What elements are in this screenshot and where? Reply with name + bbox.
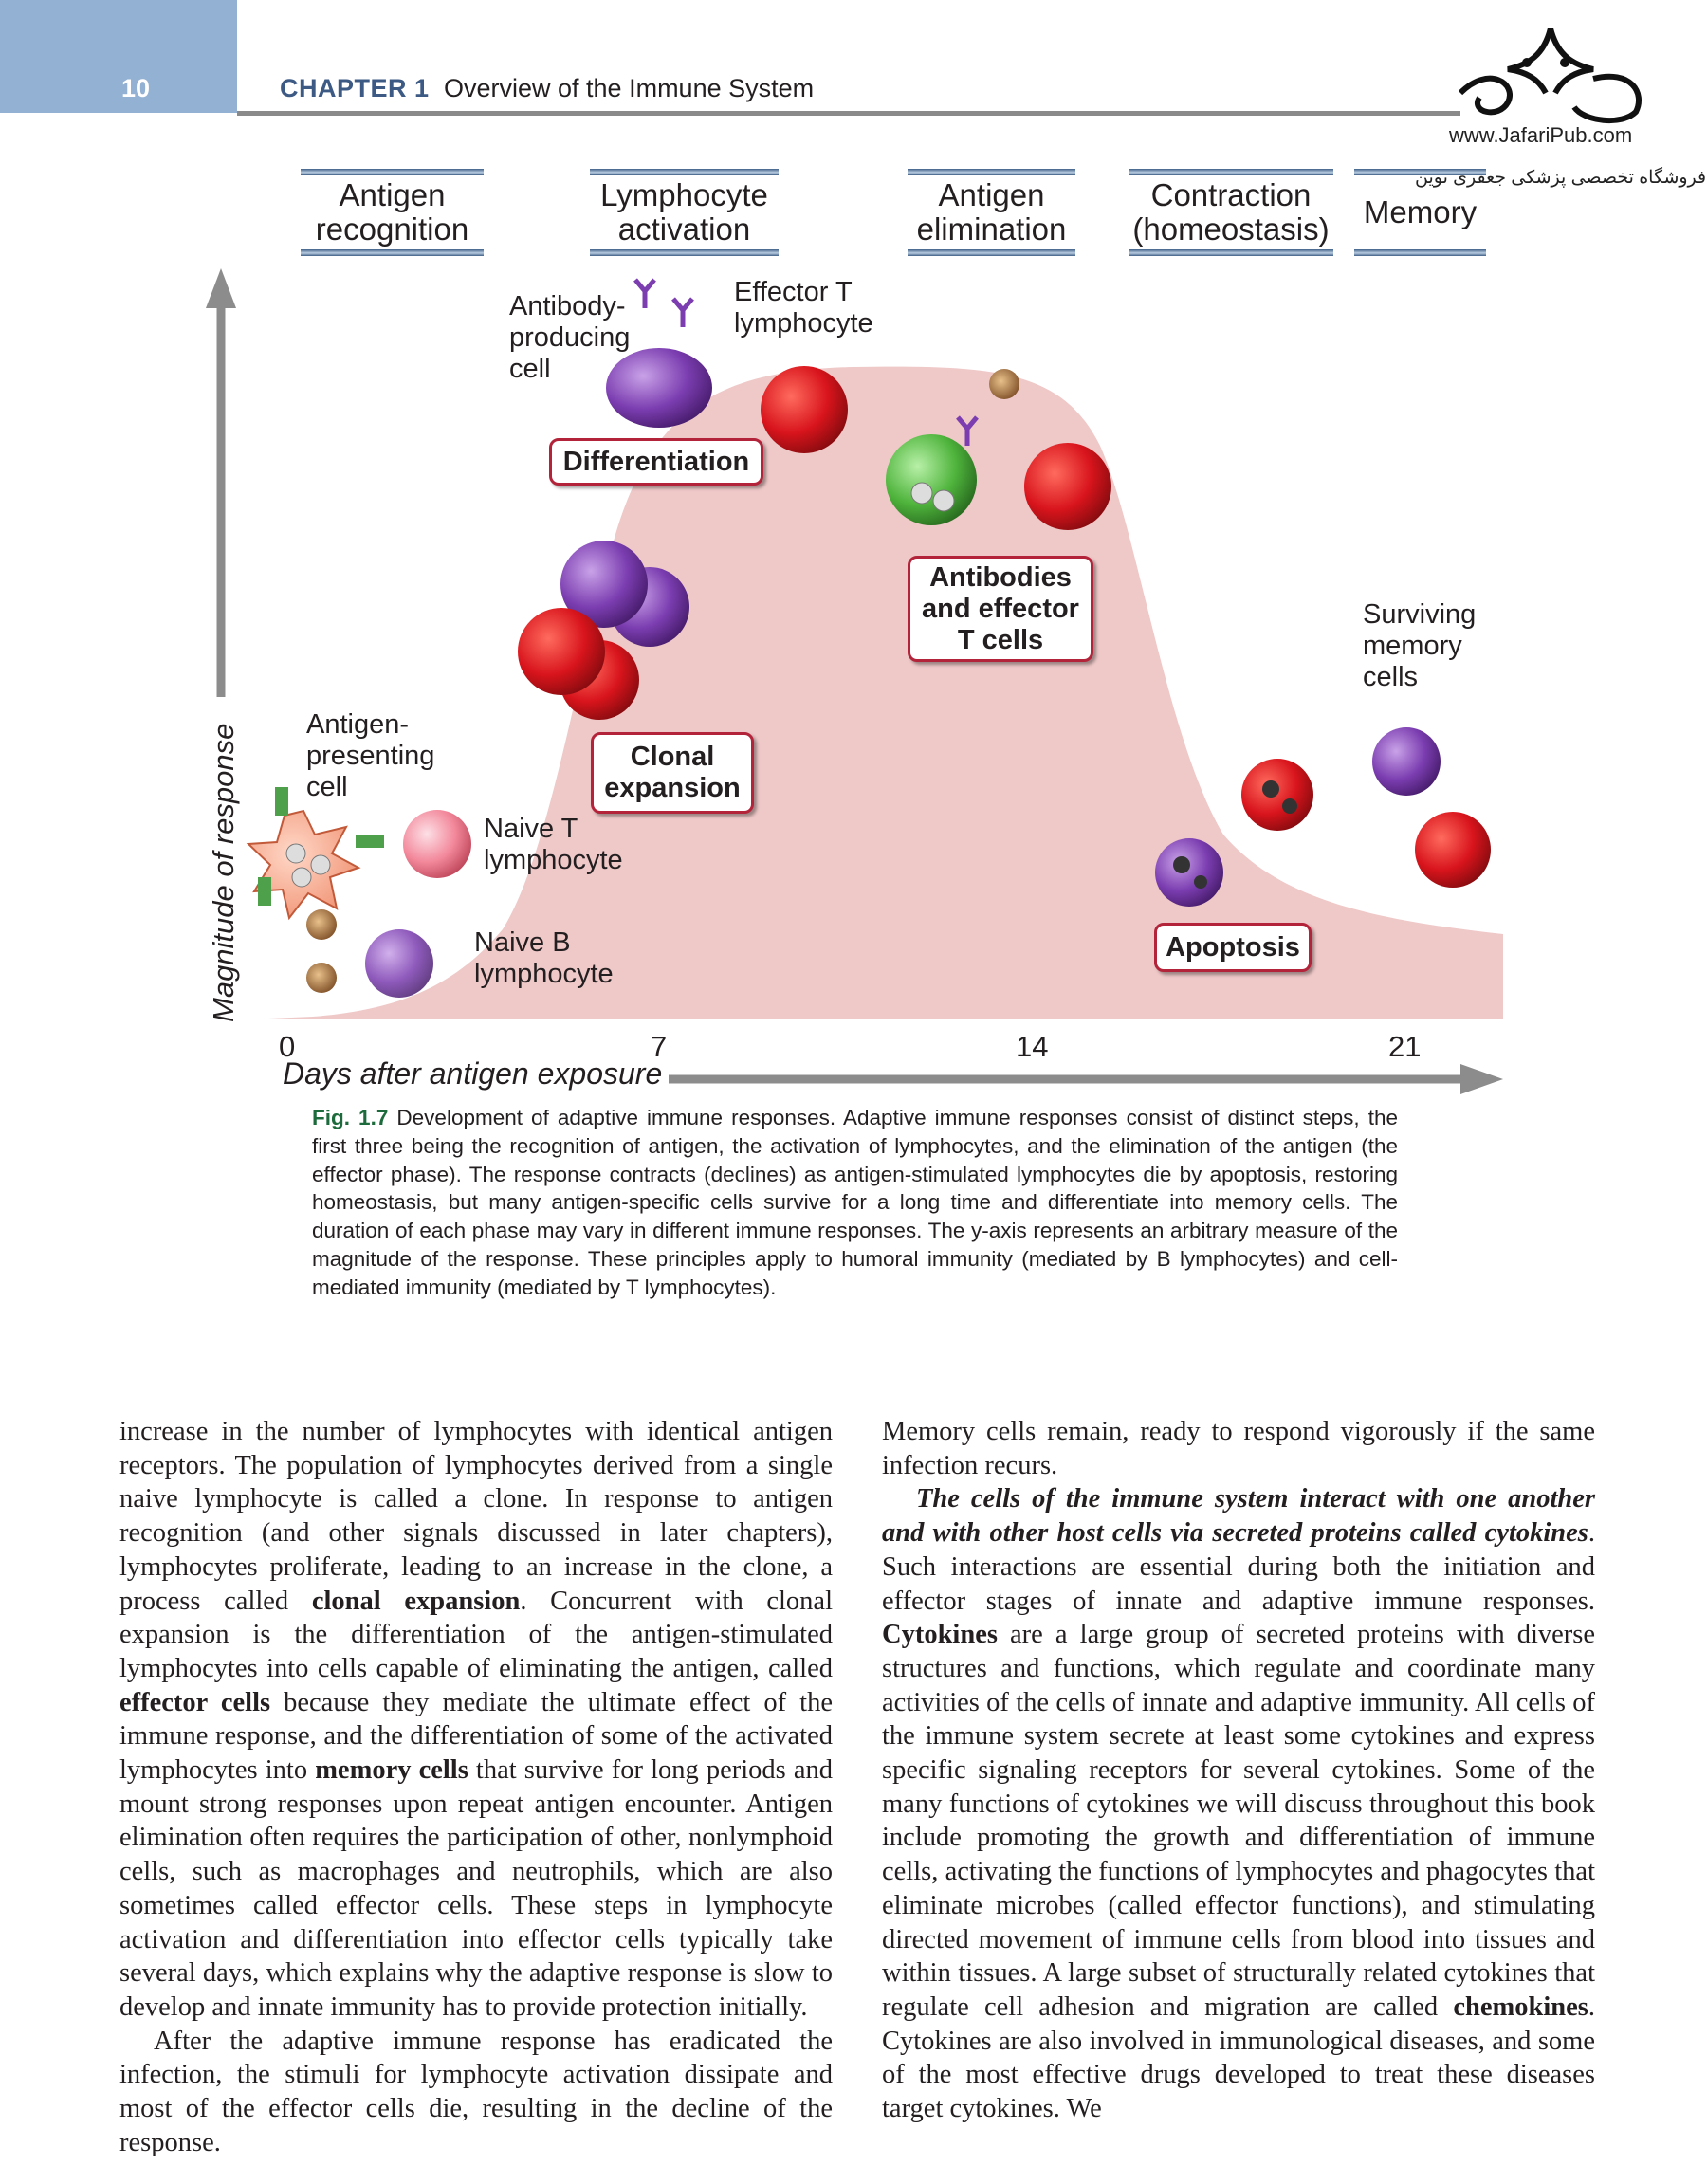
label-naive-t: Naive T lymphocyte: [484, 814, 623, 875]
body-column-right: Memory cells remain, ready to respond vi…: [882, 1415, 1595, 2126]
phase-antigen-recognition: Antigen recognition: [301, 169, 484, 256]
apoptotic-t-cell-icon: [1241, 759, 1313, 831]
header-color-block: [0, 0, 237, 113]
phase-antigen-elimination: Antigen elimination: [908, 169, 1075, 256]
response-area: [247, 366, 1503, 1020]
text: . Such interactions are essential during…: [882, 1518, 1595, 1616]
y-axis-label: Magnitude of response: [207, 723, 240, 1022]
text: that survive for long periods and mount …: [119, 1755, 833, 2022]
x-axis-label: Days after antigen exposure: [283, 1056, 663, 1091]
phase-memory: Memory: [1354, 169, 1486, 256]
apoptotic-b-cell-icon: [1155, 838, 1223, 907]
term-memory-cells: memory cells: [315, 1755, 468, 1786]
paragraph: increase in the number of lymphocytes wi…: [119, 1415, 833, 2025]
publisher-subtitle: فروشگاه تخصصی پزشکی جعفری نوین: [1415, 168, 1707, 188]
y-axis-arrowhead: [206, 268, 236, 308]
antibody-producing-cell-icon: [606, 348, 712, 428]
label-naive-b: Naive B lymphocyte: [474, 927, 614, 989]
memory-b-cell-icon: [1372, 727, 1441, 796]
chapter-label: CHAPTER 1: [280, 74, 430, 102]
figure-caption: Fig. 1.7 Development of adaptive immune …: [312, 1104, 1398, 1302]
label-surviving-memory: Surviving memory cells: [1363, 599, 1477, 692]
immune-response-figure: [206, 268, 1503, 1094]
label-effector-t: Effector T lymphocyte: [734, 277, 873, 339]
box-differentiation: Differentiation: [549, 438, 763, 486]
publisher-url: www.JafariPub.com: [1449, 123, 1633, 147]
naive-b-cell-icon: [365, 929, 433, 998]
antibody-icon: [633, 278, 979, 446]
microbe-icon: [306, 963, 337, 993]
caption-title: Development of adaptive immune responses…: [396, 1106, 836, 1129]
x-tick: 0: [279, 1030, 296, 1063]
term-chemokines: chemokines: [1453, 1991, 1588, 2022]
paragraph: After the adaptive immune response has e…: [119, 2026, 833, 2157]
body-column-left: increase in the number of lymphocytes wi…: [119, 1415, 833, 2159]
memory-t-cell-icon: [1415, 812, 1491, 888]
x-axis-arrowhead: [1460, 1064, 1503, 1094]
text: are a large group of secreted proteins w…: [882, 1620, 1595, 2022]
box-antibodies-effector: Antibodies and effector T cells: [908, 556, 1093, 662]
microbe-icon: [989, 369, 1019, 399]
antigen-presenting-cell-icon: [246, 787, 384, 921]
label-antibody-producing-cell: Antibody-producing cell: [509, 291, 642, 385]
naive-t-cell-icon: [403, 810, 471, 878]
text: . Cytokines are also involved in immunol…: [882, 1991, 1595, 2124]
chapter-title: Overview of the Immune System: [444, 74, 815, 102]
term-clonal-expansion: clonal expansion: [311, 1586, 521, 1616]
clonal-t-cell-icon: [518, 608, 605, 695]
macrophage-icon: [886, 434, 977, 525]
x-tick: 21: [1388, 1030, 1422, 1063]
box-clonal-expansion: Clonal expansion: [591, 732, 754, 814]
key-statement: The cells of the immune system interact …: [882, 1484, 1595, 1549]
paragraph: The cells of the immune system interact …: [882, 1482, 1595, 2125]
x-tick: 7: [651, 1030, 668, 1063]
page-number: 10: [121, 74, 151, 102]
publisher-logo-icon: [1458, 28, 1642, 124]
caption-fig-label: Fig. 1.7: [312, 1106, 389, 1129]
text: increase in the number of lymphocytes wi…: [119, 1417, 833, 1616]
term-cytokines: Cytokines: [882, 1620, 998, 1650]
effector-t-cell-icon: [761, 366, 848, 453]
microbe-icon: [306, 909, 337, 940]
effector-t-cell-icon: [1024, 443, 1111, 530]
phase-contraction: Contraction (homeostasis): [1129, 169, 1333, 256]
header-rule: [237, 111, 1460, 116]
label-text: Antibody-producing cell: [509, 291, 631, 384]
x-tick: 14: [1016, 1030, 1049, 1063]
text: . Concurrent with clonal expansion is th…: [119, 1586, 834, 1683]
phase-lymphocyte-activation: Lymphocyte activation: [590, 169, 779, 256]
label-apc: Antigen-presenting cell: [306, 709, 435, 802]
paragraph: Memory cells remain, ready to respond vi…: [882, 1417, 1595, 1480]
caption-text: Adaptive immune responses consist of dis…: [312, 1106, 1398, 1299]
text: because they mediate the ultimate effect…: [119, 1687, 833, 1786]
box-apoptosis: Apoptosis: [1154, 923, 1312, 972]
clonal-b-cell-icon: [560, 541, 648, 628]
term-effector-cells: effector cells: [119, 1687, 271, 1717]
